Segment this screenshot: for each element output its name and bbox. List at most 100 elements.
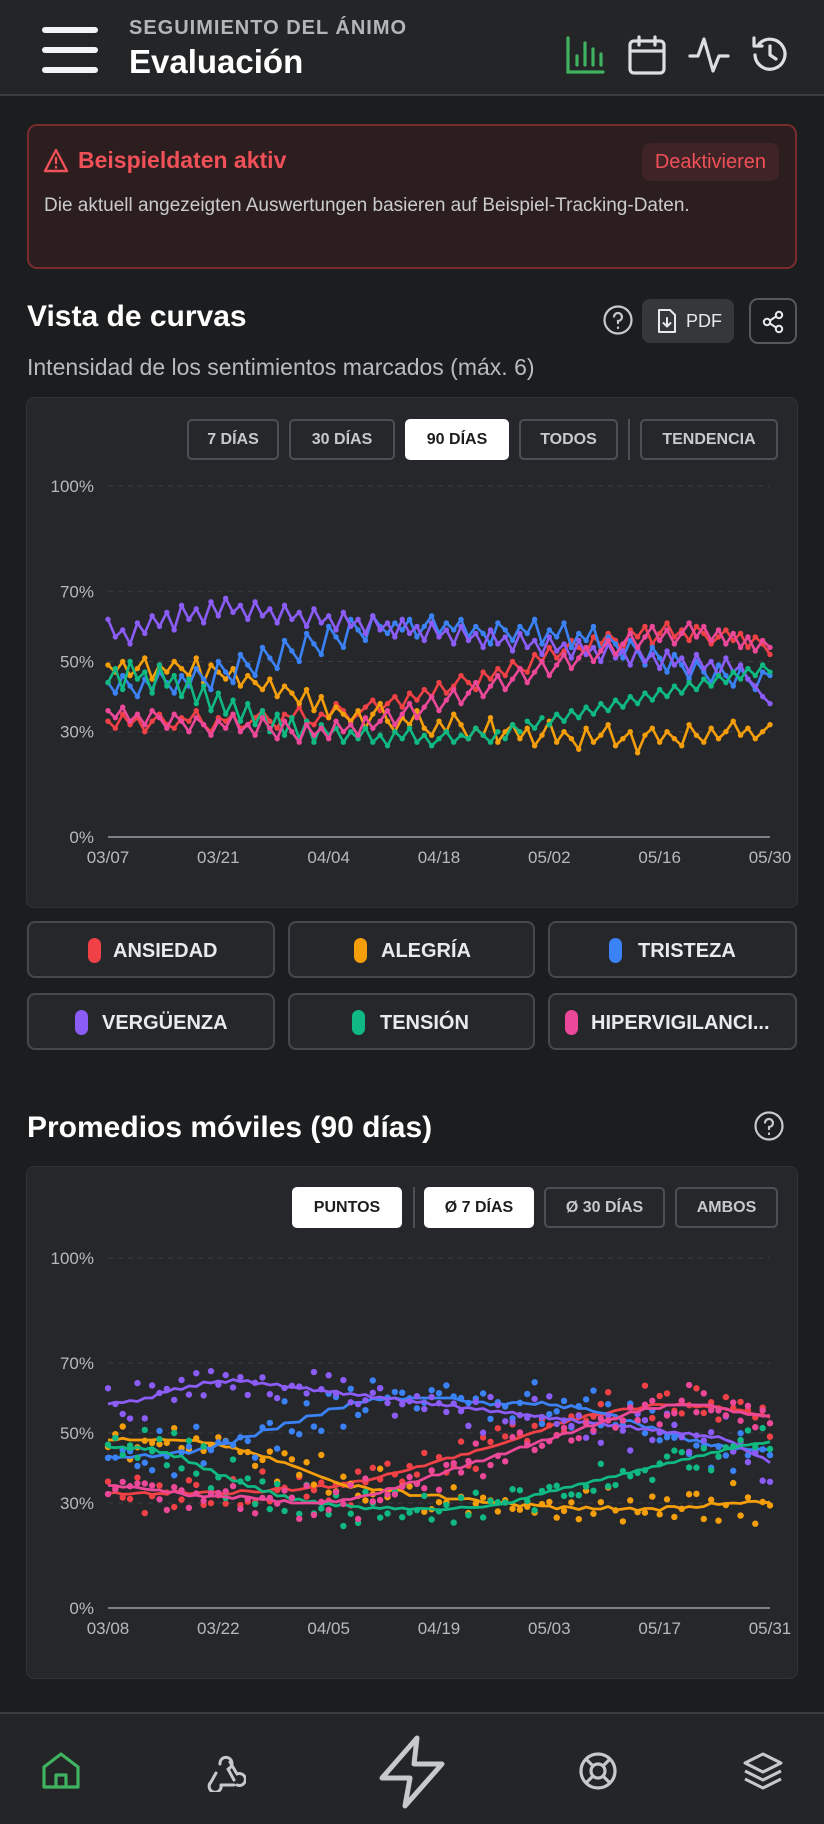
series-point (443, 729, 450, 735)
series-point (524, 679, 530, 686)
scatter-point (649, 1476, 656, 1484)
series-point (127, 672, 133, 679)
series-point (355, 707, 361, 714)
layers-icon[interactable] (742, 1750, 784, 1792)
mode-points[interactable]: PUNTOS (292, 1187, 402, 1228)
series-point (127, 658, 133, 665)
scatter-point (134, 1454, 141, 1461)
webhook-icon[interactable] (204, 1750, 246, 1792)
scatter-point (737, 1436, 744, 1444)
scatter-point (141, 1509, 148, 1517)
range-all[interactable]: TODOS (519, 419, 618, 460)
scatter-point (465, 1511, 472, 1519)
series-point (428, 732, 435, 738)
range-30-days[interactable]: 30 DÍAS (289, 419, 395, 460)
warning-icon (43, 148, 69, 173)
pdf-button[interactable]: PDF (642, 299, 734, 343)
activity-icon[interactable] (688, 34, 730, 76)
scatter-point (119, 1423, 126, 1430)
help-icon[interactable] (753, 1110, 785, 1142)
series-point (553, 711, 560, 717)
series-point (487, 739, 494, 745)
deactivate-button[interactable]: Deaktivieren (641, 143, 779, 181)
series-point (178, 718, 185, 724)
home-icon[interactable] (40, 1750, 82, 1792)
series-point (451, 627, 457, 633)
series-point (414, 739, 420, 745)
scatter-point (502, 1418, 509, 1425)
scatter-point (369, 1464, 376, 1472)
series-point (723, 641, 729, 647)
legend-hipervigilancia[interactable]: HIPERVIGILANCI... (548, 993, 797, 1050)
range-7-days[interactable]: 7 DÍAS (187, 419, 279, 460)
scatter-point (700, 1437, 707, 1444)
series-point (561, 620, 567, 626)
scatter-point (597, 1460, 605, 1468)
series-point (428, 693, 435, 700)
series-point (362, 704, 369, 710)
bar-chart-icon[interactable] (564, 34, 606, 76)
legend-tension[interactable]: TENSIÓN (288, 993, 535, 1050)
legend-verguenza[interactable]: VERGÜENZA (27, 993, 275, 1050)
series-point (142, 721, 148, 728)
legend-ansiedad[interactable]: ANSIEDAD (27, 921, 275, 978)
banner-text: Die aktuell angezeigten Auswertungen bas… (44, 195, 690, 216)
scatter-point (362, 1497, 369, 1504)
series-point (193, 665, 199, 672)
series-point (311, 707, 317, 714)
scatter-point (531, 1379, 538, 1386)
series-point (495, 620, 501, 626)
series-point (171, 672, 177, 679)
scatter-point (531, 1446, 538, 1454)
scatter-point (296, 1471, 303, 1479)
scatter-point (281, 1398, 288, 1405)
trend-toggle[interactable]: TENDENCIA (640, 419, 778, 460)
scatter-point (171, 1424, 178, 1432)
averages-title: Promedios móviles (90 días) (27, 1111, 433, 1144)
series-point (502, 686, 508, 693)
scatter-point (487, 1438, 494, 1446)
scatter-point (619, 1417, 627, 1424)
range-90-days[interactable]: 90 DÍAS (405, 419, 509, 460)
series-point (495, 739, 501, 745)
calendar-icon[interactable] (626, 34, 668, 76)
series-point (502, 729, 508, 735)
curves-chart: 100% 70% 50% 30% 0%03/07 03/21 04/04 04/18 05/02… (51, 477, 792, 867)
series-point (259, 686, 266, 693)
series-point (406, 725, 413, 731)
x-tick-label: 03/08 (87, 1619, 130, 1638)
series-point (627, 693, 633, 700)
series-point (487, 641, 494, 647)
scatter-point (722, 1452, 730, 1459)
scatter-point (759, 1407, 766, 1414)
series-point (715, 634, 722, 640)
scatter-point (222, 1488, 229, 1495)
lifebuoy-icon[interactable] (577, 1750, 619, 1792)
series-point (539, 641, 545, 647)
series-point (568, 644, 575, 651)
scatter-point (766, 1420, 774, 1427)
menu-icon[interactable] (42, 27, 100, 73)
scatter-point (737, 1398, 744, 1406)
series-point (252, 721, 258, 728)
series-point (149, 690, 155, 696)
lightning-icon[interactable] (374, 1734, 450, 1810)
y-tick-label: 70% (60, 1354, 94, 1373)
series-point (715, 662, 722, 668)
series-point (730, 630, 736, 637)
series-point (473, 679, 479, 686)
mode-both[interactable]: AMBOS (675, 1187, 778, 1228)
series-point (649, 697, 656, 703)
legend-alegria[interactable]: ALEGRÍA (288, 921, 535, 978)
share-button[interactable] (749, 298, 797, 344)
history-icon[interactable] (749, 34, 791, 76)
series-point (531, 743, 538, 749)
series-point (171, 711, 177, 717)
series-point (576, 630, 582, 637)
mode-avg-30[interactable]: Ø 30 DÍAS (544, 1187, 665, 1228)
y-tick-label: 100% (51, 1249, 94, 1268)
legend-tristeza[interactable]: TRISTEZA (548, 921, 797, 978)
help-icon[interactable] (602, 304, 634, 336)
mode-avg-7[interactable]: Ø 7 DÍAS (424, 1187, 534, 1228)
scatter-point (590, 1387, 597, 1394)
